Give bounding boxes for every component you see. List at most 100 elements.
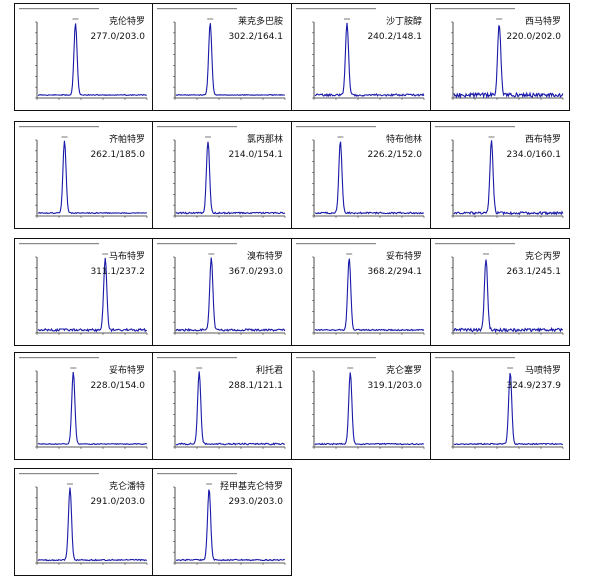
mrm-transition: 214.0/154.1 <box>228 150 283 160</box>
panel-header-rule <box>435 8 515 10</box>
compound-name: 羟甲基克仑特罗 <box>219 482 283 492</box>
compound-name: 西布特罗 <box>524 135 561 145</box>
panel-header-rule <box>19 243 99 245</box>
chromatogram-panel: 氯丙那林 214.0/154.1 <box>152 121 292 229</box>
chromatogram-plot <box>296 357 425 449</box>
chromatogram-trace <box>37 372 147 446</box>
chromatogram-plot <box>157 473 286 565</box>
panel-header-rule <box>19 126 99 128</box>
chromatogram-panel: 齐帕特罗 262.1/185.0 <box>14 121 154 229</box>
mrm-transition: 220.0/202.0 <box>506 32 561 42</box>
chromatogram-panel: 溴布特罗 367.0/293.0 <box>152 238 292 346</box>
chromatogram-panel: 利托君 288.1/121.1 <box>152 352 292 460</box>
mrm-transition: 228.0/154.0 <box>90 381 145 391</box>
compound-name: 特布他林 <box>385 135 422 145</box>
mrm-transition: 302.2/164.1 <box>228 32 283 42</box>
chromatogram-panel: 特布他林 226.2/152.0 <box>291 121 431 229</box>
chromatogram-panel: 克仑塞罗 319.1/203.0 <box>291 352 431 460</box>
chromatogram-plot <box>296 243 425 335</box>
chromatogram-trace <box>453 25 564 100</box>
mrm-transition: 367.0/293.0 <box>228 267 283 277</box>
panel-header-rule <box>157 357 237 359</box>
chromatogram-trace <box>37 140 147 215</box>
chromatogram-plot <box>435 8 564 100</box>
mrm-transition: 288.1/121.1 <box>228 381 283 391</box>
chromatogram-plot <box>19 357 148 449</box>
panel-header-rule <box>19 8 99 10</box>
compound-name: 沙丁胺醇 <box>385 17 422 27</box>
chromatogram-trace <box>453 372 563 446</box>
mrm-transition: 291.0/203.0 <box>90 497 145 507</box>
chromatogram-panel: 西马特罗 220.0/202.0 <box>430 3 570 111</box>
panel-header-rule <box>435 126 515 128</box>
chromatogram-panel: 克仑潘特 291.0/203.0 <box>14 468 154 576</box>
chromatogram-plot <box>435 243 564 335</box>
mrm-transition: 368.2/294.1 <box>367 267 422 277</box>
panel-header-rule <box>157 8 237 10</box>
mrm-transition: 324.9/237.9 <box>506 381 561 391</box>
chromatogram-trace <box>175 371 285 446</box>
panel-header-rule <box>435 243 515 245</box>
chromatogram-plot <box>19 126 148 218</box>
chromatogram-trace <box>37 23 147 97</box>
compound-name: 莱克多巴胺 <box>237 17 283 27</box>
mrm-transition: 262.1/185.0 <box>90 150 145 160</box>
chromatogram-panel: 克伦特罗 277.0/203.0 <box>14 3 154 111</box>
mrm-transition: 319.1/203.0 <box>367 381 422 391</box>
chromatogram-trace <box>314 258 425 332</box>
compound-name: 溴布特罗 <box>246 252 283 262</box>
panel-header-rule <box>157 473 237 475</box>
chromatogram-panel: 西布特罗 234.0/160.1 <box>430 121 570 229</box>
panel-header-rule <box>296 357 376 359</box>
compound-name: 妥布特罗 <box>385 252 422 262</box>
compound-name: 马布特罗 <box>108 252 145 262</box>
chromatogram-panel: 妥布特罗 228.0/154.0 <box>14 352 154 460</box>
mrm-transition: 311.1/237.2 <box>90 267 145 277</box>
chromatogram-plot <box>157 126 286 218</box>
compound-name: 克伦特罗 <box>108 17 145 27</box>
compound-name: 妥布特罗 <box>108 366 145 376</box>
chromatogram-plot <box>435 357 564 449</box>
mrm-transition: 226.2/152.0 <box>367 150 422 160</box>
chromatogram-panel: 羟甲基克仑特罗 293.0/203.0 <box>152 468 292 576</box>
chromatogram-trace <box>175 141 286 215</box>
chromatogram-panel: 沙丁胺醇 240.2/148.1 <box>291 3 431 111</box>
chromatogram-trace <box>37 487 148 562</box>
mrm-transition: 293.0/203.0 <box>228 497 283 507</box>
compound-name: 克仑丙罗 <box>524 252 561 262</box>
chromatogram-trace <box>453 259 564 334</box>
chromatogram-trace <box>37 257 148 333</box>
compound-name: 马喷特罗 <box>524 366 561 376</box>
panel-header-rule <box>157 126 237 128</box>
chromatogram-panel: 克仑丙罗 263.1/245.1 <box>430 238 570 346</box>
chromatogram-trace <box>175 489 285 562</box>
chromatogram-plot <box>157 243 286 335</box>
chromatogram-trace <box>175 23 286 97</box>
chromatogram-panel: 马布特罗 311.1/237.2 <box>14 238 154 346</box>
chromatogram-panel: 莱克多巴胺 302.2/164.1 <box>152 3 292 111</box>
panel-header-rule <box>435 357 515 359</box>
panel-header-rule <box>296 243 376 245</box>
mrm-transition: 277.0/203.0 <box>90 32 145 42</box>
panel-header-rule <box>19 473 99 475</box>
compound-name: 氯丙那林 <box>246 135 283 145</box>
mrm-transition: 263.1/245.1 <box>506 267 561 277</box>
chromatogram-trace <box>175 257 286 332</box>
chromatogram-plot <box>157 357 286 449</box>
chromatogram-plot <box>435 126 564 218</box>
compound-name: 克仑塞罗 <box>385 366 422 376</box>
panel-header-rule <box>19 357 99 359</box>
compound-name: 西马特罗 <box>524 17 561 27</box>
panel-header-rule <box>157 243 237 245</box>
panel-header-rule <box>296 126 376 128</box>
compound-name: 利托君 <box>255 366 283 376</box>
chromatogram-panel: 马喷特罗 324.9/237.9 <box>430 352 570 460</box>
chromatogram-trace <box>315 141 424 215</box>
chromatogram-trace <box>314 22 425 98</box>
compound-name: 齐帕特罗 <box>108 135 145 145</box>
compound-name: 克仑潘特 <box>108 482 145 492</box>
chromatogram-plot <box>19 8 148 100</box>
chromatogram-plot <box>19 243 148 335</box>
mrm-transition: 240.2/148.1 <box>367 32 422 42</box>
